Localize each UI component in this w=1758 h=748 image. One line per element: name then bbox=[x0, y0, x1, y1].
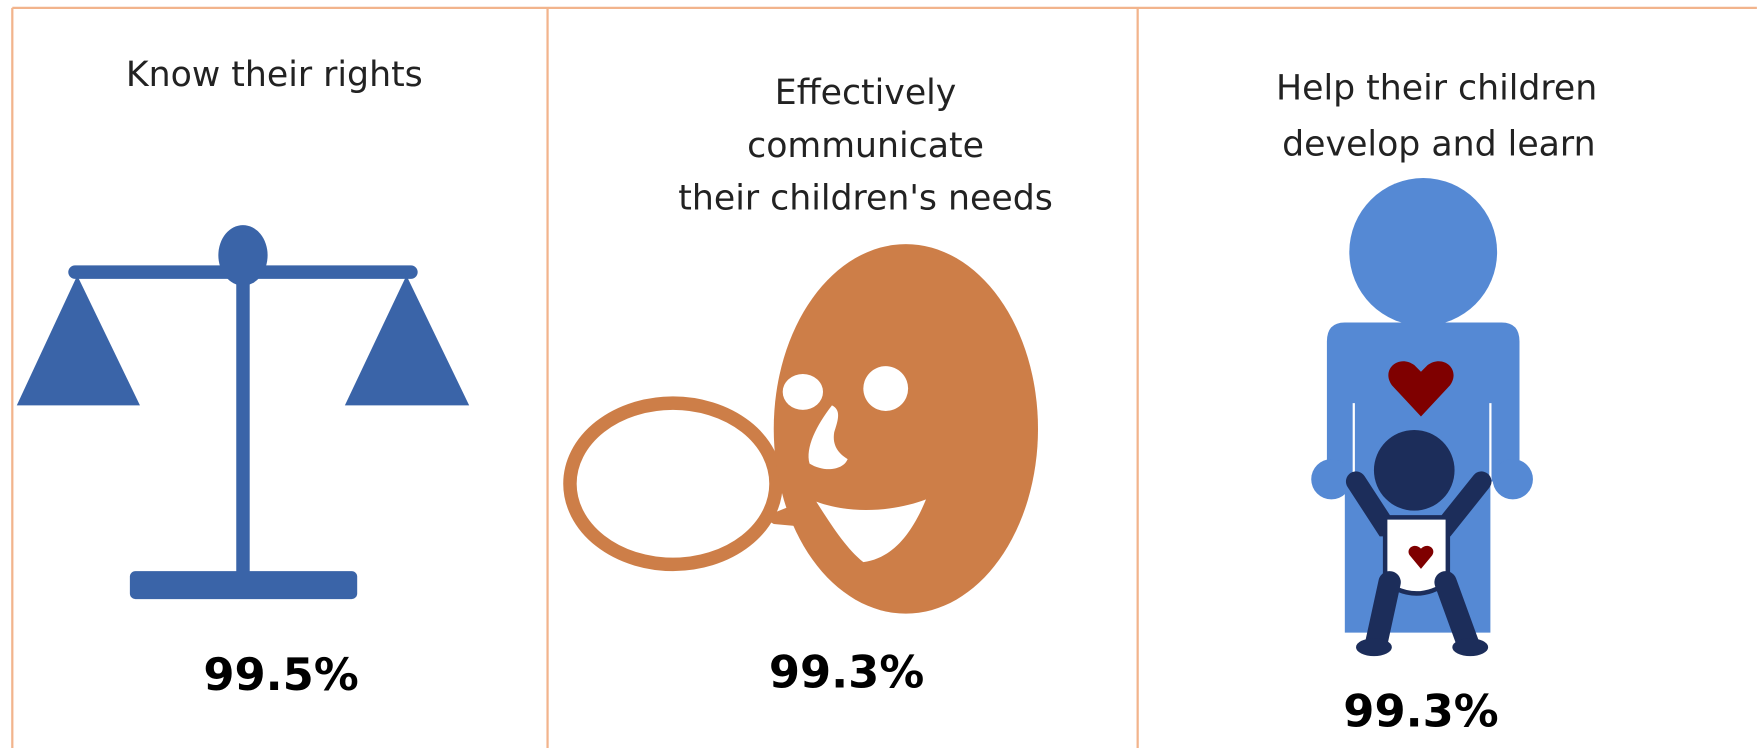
panel-label: communicate bbox=[747, 126, 984, 166]
panel-label: Know their rights bbox=[126, 55, 423, 95]
panel-borders bbox=[11, 6, 1757, 748]
panel-value: 99.3% bbox=[769, 646, 924, 699]
panel-value: 99.3% bbox=[1343, 685, 1498, 738]
panel-label: their children's needs bbox=[678, 178, 1053, 218]
panel-label: develop and learn bbox=[1282, 125, 1595, 165]
panel-label: Help their children bbox=[1276, 69, 1597, 109]
panel-label: Effectively bbox=[775, 73, 957, 113]
scale-icon bbox=[16, 225, 470, 600]
panel-value: 99.5% bbox=[203, 648, 358, 701]
face-icon bbox=[563, 244, 1039, 614]
parent-child-icon bbox=[1311, 178, 1533, 657]
